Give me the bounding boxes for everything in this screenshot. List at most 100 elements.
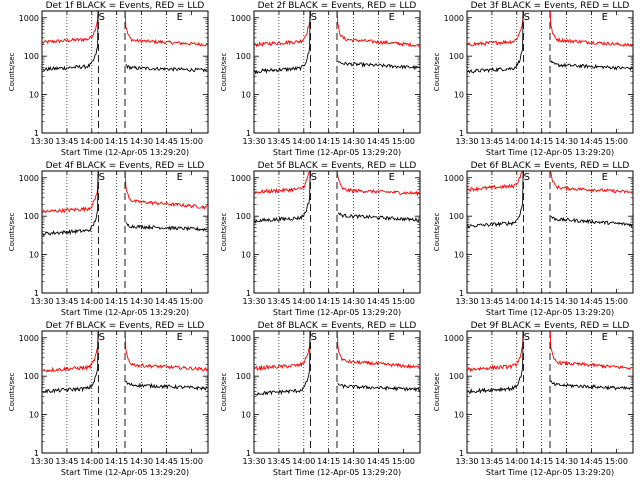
- x-tick-label: 13:30: [455, 137, 478, 146]
- plot-title: Det 4f BLACK = Events, RED = LLD: [46, 161, 205, 171]
- x-tick-label: 14:15: [105, 137, 128, 146]
- y-tick-label: 10: [29, 251, 39, 260]
- x-tick-label: 14:45: [580, 457, 603, 466]
- y-tick-label: 100: [449, 372, 464, 381]
- y-tick-label: 100: [24, 372, 39, 381]
- series-line-black-events: [254, 11, 311, 75]
- x-tick-label: 14:45: [367, 457, 390, 466]
- series-line-red-lld: [254, 171, 311, 195]
- x-tick-label: 15:00: [180, 457, 203, 466]
- y-tick-label: 10: [241, 251, 251, 260]
- x-tick-label: 14:00: [80, 297, 103, 306]
- marker-e: E: [602, 172, 608, 183]
- y-tick-label: 10: [29, 91, 39, 100]
- marker-s: S: [311, 12, 317, 23]
- plot-title: Det 2f BLACK = Events, RED = LLD: [258, 1, 417, 11]
- panel-det-2: Det 2f BLACK = Events, RED = LLD Counts/s…: [220, 1, 421, 157]
- x-tick-label: 15:00: [605, 297, 628, 306]
- y-tick-label: 100: [24, 212, 39, 221]
- series-line-black-events: [42, 171, 99, 237]
- y-tick-label: 1000: [19, 174, 39, 183]
- x-tick-label: 13:45: [480, 137, 503, 146]
- x-tick-label: 14:30: [342, 137, 365, 146]
- panel-det-5: Det 5f BLACK = Events, RED = LLD Counts/s…: [220, 161, 421, 317]
- series-line-black-events: [42, 11, 99, 72]
- y-tick-label: 100: [449, 52, 464, 61]
- x-tick-label: 14:45: [155, 297, 178, 306]
- plot-title: Det 1f BLACK = Events, RED = LLD: [46, 1, 205, 11]
- plot-title: Det 3f BLACK = Events, RED = LLD: [471, 1, 630, 11]
- x-tick-label: 13:45: [480, 457, 503, 466]
- y-tick-label: 1000: [231, 14, 251, 23]
- y-tick-label: 10: [29, 411, 39, 420]
- y-tick-label: 1: [246, 129, 251, 138]
- x-tick-label: 14:15: [530, 457, 553, 466]
- x-tick-label: 14:30: [130, 137, 153, 146]
- marker-s: S: [524, 172, 530, 183]
- x-tick-label: 15:00: [605, 137, 628, 146]
- y-tick-label: 1: [34, 129, 39, 138]
- x-tick-label: 14:00: [505, 297, 528, 306]
- marker-s: S: [311, 332, 317, 343]
- x-tick-label: 13:45: [55, 137, 78, 146]
- series-line-red-lld: [124, 171, 208, 211]
- series-line-red-lld: [42, 331, 99, 373]
- x-axis-label: Start Time (12-Apr-05 13:29:20): [61, 148, 189, 157]
- x-tick-label: 14:30: [555, 457, 578, 466]
- x-tick-label: 14:00: [292, 137, 315, 146]
- series-line-black-events: [125, 221, 208, 232]
- series-line-black-events: [467, 331, 524, 395]
- x-tick-label: 14:45: [580, 297, 603, 306]
- x-tick-label: 13:45: [55, 297, 78, 306]
- x-tick-label: 14:45: [367, 297, 390, 306]
- x-tick-label: 15:00: [392, 137, 415, 146]
- x-tick-label: 14:30: [342, 457, 365, 466]
- y-tick-label: 10: [454, 91, 464, 100]
- marker-s: S: [524, 12, 530, 23]
- y-tick-label: 10: [454, 251, 464, 260]
- series-line-red-lld: [124, 331, 208, 373]
- x-axis-label: Start Time (12-Apr-05 13:29:20): [61, 308, 189, 317]
- marker-s: S: [99, 12, 105, 23]
- x-tick-label: 14:30: [130, 297, 153, 306]
- marker-e: E: [602, 12, 608, 23]
- x-tick-label: 14:15: [105, 457, 128, 466]
- marker-s: S: [99, 172, 105, 183]
- series-line-red-lld: [467, 331, 524, 373]
- x-tick-label: 13:45: [267, 137, 290, 146]
- series-line-red-lld: [336, 171, 420, 197]
- y-tick-label: 1000: [444, 14, 464, 23]
- y-axis-label: Counts/sec: [433, 53, 441, 92]
- series-line-black-events: [550, 60, 633, 71]
- y-axis-label: Counts/sec: [220, 373, 228, 412]
- x-tick-label: 14:15: [530, 137, 553, 146]
- y-tick-label: 100: [236, 372, 251, 381]
- series-line-black-events: [254, 331, 311, 396]
- x-axis-label: Start Time (12-Apr-05 13:29:20): [273, 308, 401, 317]
- x-tick-label: 13:30: [242, 137, 265, 146]
- y-tick-label: 1: [34, 289, 39, 298]
- series-line-red-lld: [549, 171, 633, 194]
- series-line-red-lld: [254, 11, 311, 48]
- series-line-red-lld: [549, 331, 633, 371]
- plot-title: Det 9f BLACK = Events, RED = LLD: [471, 321, 630, 331]
- series-line-red-lld: [336, 11, 420, 48]
- series-line-black-events: [337, 212, 420, 223]
- y-tick-label: 1: [459, 449, 464, 458]
- y-tick-label: 100: [236, 212, 251, 221]
- y-tick-label: 100: [24, 52, 39, 61]
- marker-e: E: [602, 332, 608, 343]
- x-tick-label: 15:00: [605, 457, 628, 466]
- y-tick-label: 1000: [444, 174, 464, 183]
- x-tick-label: 14:15: [530, 297, 553, 306]
- panel-det-4: Det 4f BLACK = Events, RED = LLD Counts/s…: [8, 161, 209, 317]
- y-tick-label: 1000: [444, 334, 464, 343]
- series-line-red-lld: [254, 331, 311, 372]
- x-axis-label: Start Time (12-Apr-05 13:29:20): [273, 468, 401, 477]
- y-axis-label: Counts/sec: [433, 373, 441, 412]
- series-line-black-events: [125, 380, 208, 391]
- x-tick-label: 14:15: [105, 297, 128, 306]
- series-line-red-lld: [42, 171, 99, 214]
- x-tick-label: 14:15: [317, 297, 340, 306]
- x-tick-label: 13:45: [480, 297, 503, 306]
